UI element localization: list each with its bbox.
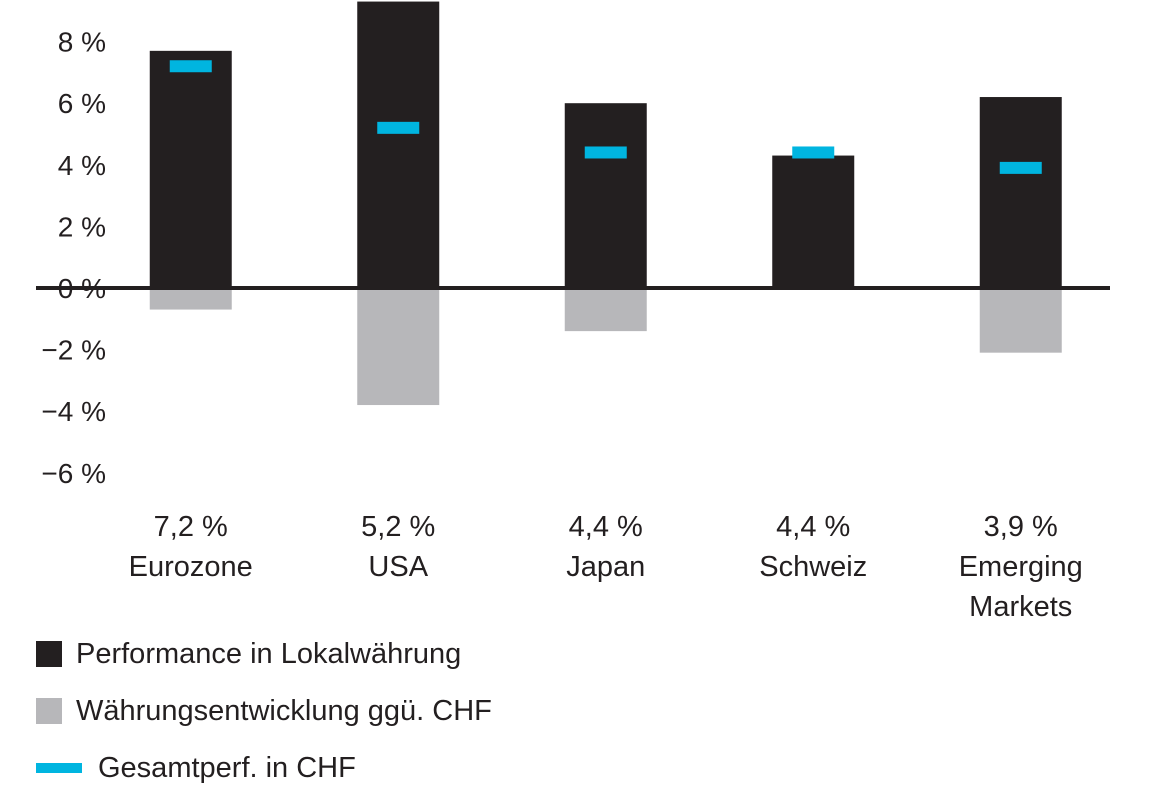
bar-fx bbox=[564, 288, 647, 332]
legend-label-fx: Währungsentwicklung ggü. CHF bbox=[76, 694, 492, 727]
fx-bars bbox=[149, 288, 1062, 406]
x-axis-labels: 7,2 % Eurozone 5,2 % USA 4,4 % Japan 4,4 % Schw… bbox=[129, 511, 1083, 623]
bar-fx bbox=[979, 288, 1062, 353]
y-tick-label: −2 % bbox=[41, 335, 106, 366]
legend-item-total: Gesamtperf. in CHF bbox=[36, 751, 492, 784]
bar-local bbox=[357, 1, 440, 289]
marker-total bbox=[169, 60, 212, 73]
category-label: Emerging bbox=[959, 551, 1083, 583]
total-value-label: 3,9 % bbox=[984, 511, 1058, 543]
performance-chart: 8 %6 %4 %2 %0 %−2 %−4 %−6 % 7,2 %Eurozon… bbox=[36, 1, 1110, 623]
total-value-label: 5,2 % bbox=[361, 511, 435, 543]
bar-fx bbox=[149, 288, 232, 310]
local-bars bbox=[149, 1, 1062, 289]
marker-total bbox=[377, 121, 420, 134]
legend-item-local: Performance in Lokalwährung bbox=[36, 637, 492, 670]
y-tick-label: −6 % bbox=[41, 458, 106, 489]
total-value-label: 4,4 % bbox=[569, 511, 643, 543]
category-label: Markets bbox=[969, 591, 1072, 623]
bar-local bbox=[564, 103, 647, 288]
legend-label-local: Performance in Lokalwährung bbox=[76, 637, 462, 670]
y-tick-label: −4 % bbox=[41, 396, 106, 427]
category-label: USA bbox=[368, 551, 428, 583]
bar-fx bbox=[357, 288, 440, 406]
category-label: Eurozone bbox=[129, 551, 253, 583]
y-axis: 8 %6 %4 %2 %0 %−2 %−4 %−6 % bbox=[41, 27, 106, 489]
legend-swatch-local bbox=[36, 641, 62, 667]
category-label: Schweiz bbox=[759, 551, 867, 583]
total-markers bbox=[169, 60, 1042, 174]
bar-local bbox=[979, 97, 1062, 288]
legend-swatch-fx bbox=[36, 698, 62, 724]
total-value-label: 7,2 % bbox=[154, 511, 228, 543]
legend-item-fx: Währungsentwicklung ggü. CHF bbox=[36, 694, 492, 727]
marker-total bbox=[792, 146, 835, 159]
y-tick-label: 4 % bbox=[58, 150, 106, 181]
legend: Performance in Lokalwährung Währungsentw… bbox=[36, 637, 492, 811]
marker-total bbox=[584, 146, 627, 159]
marker-total bbox=[999, 161, 1042, 174]
y-tick-label: 8 % bbox=[58, 27, 106, 58]
total-value-label: 4,4 % bbox=[776, 511, 850, 543]
y-tick-label: 2 % bbox=[58, 211, 106, 242]
bar-local bbox=[149, 50, 232, 289]
y-tick-label: 6 % bbox=[58, 88, 106, 119]
category-label: Japan bbox=[566, 551, 645, 583]
bar-local bbox=[772, 155, 855, 288]
legend-label-total: Gesamtperf. in CHF bbox=[98, 751, 356, 784]
legend-swatch-total bbox=[36, 763, 82, 773]
